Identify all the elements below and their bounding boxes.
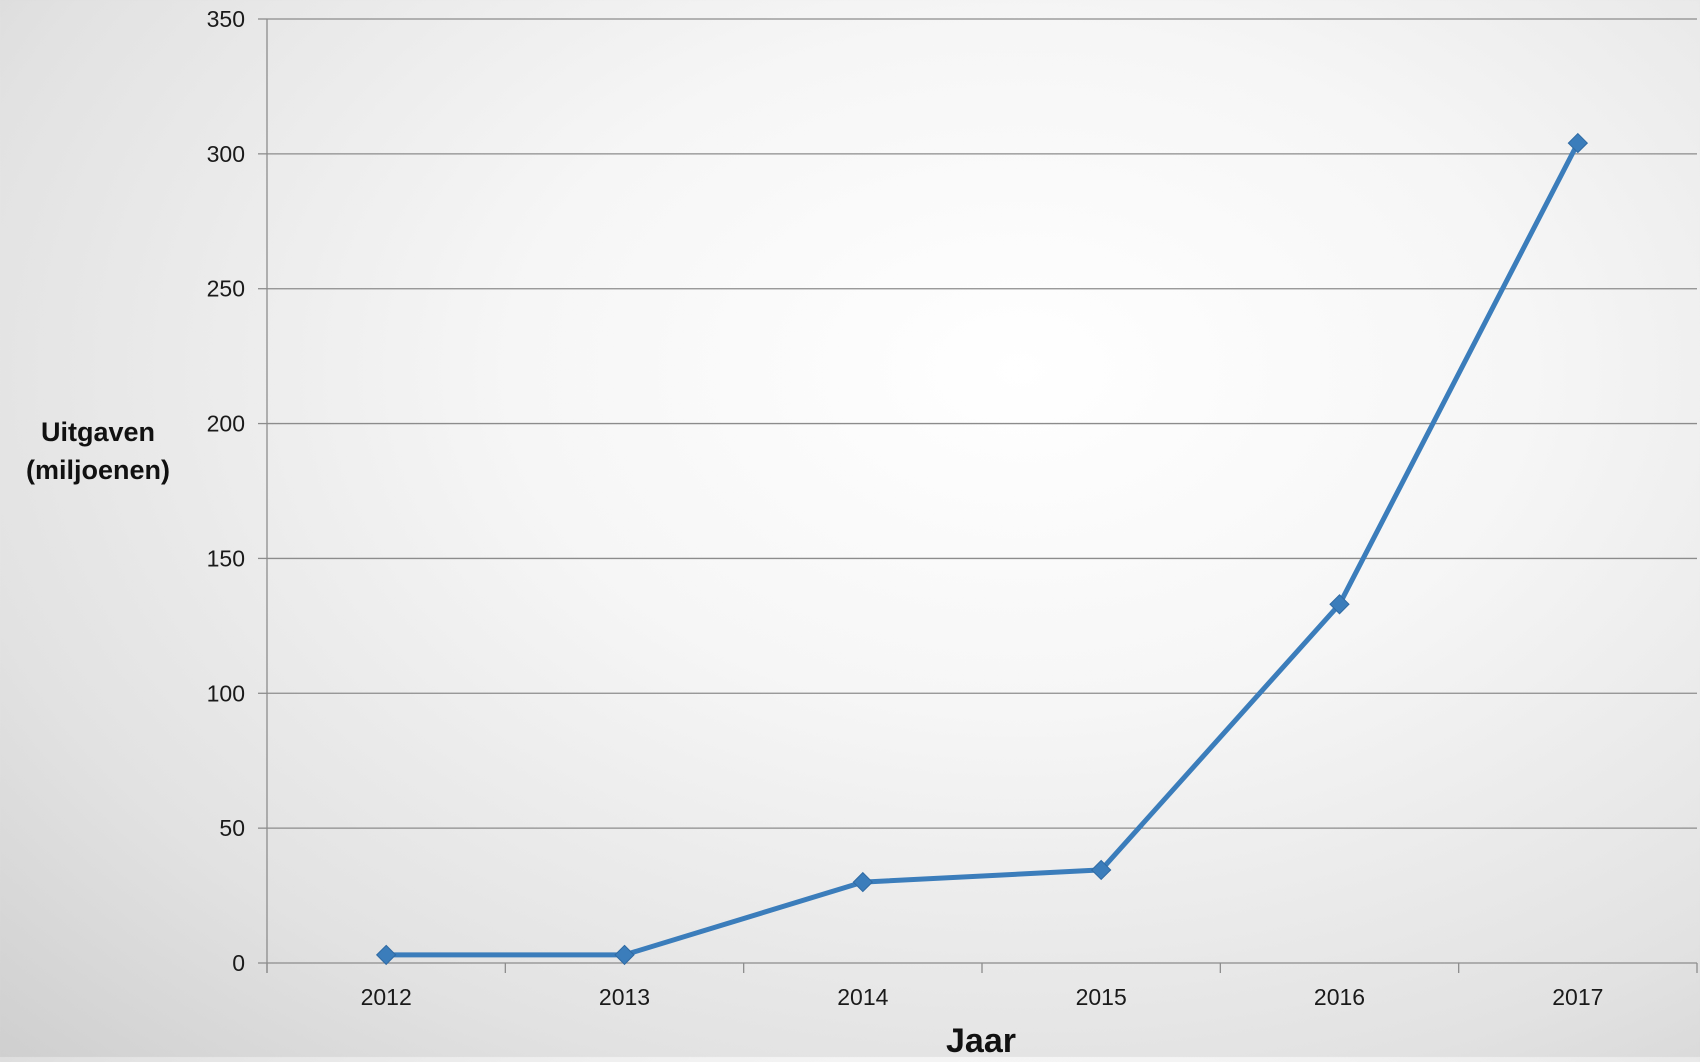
y-tick-label-150: 150 [207, 545, 245, 571]
x-tick-labels: 2012 2013 2014 2015 2016 2017 [361, 984, 1604, 1010]
y-tick-label-0: 0 [232, 950, 245, 976]
x-tick-label-2013: 2013 [599, 984, 650, 1010]
series-line-0 [383, 140, 1581, 958]
y-tick-labels: 0 50 100 150 200 250 300 350 [207, 6, 245, 976]
y-axis-title-line-1: Uitgaven [41, 417, 155, 447]
axes [258, 18, 1698, 973]
x-tick-label-2017: 2017 [1552, 984, 1603, 1010]
data-point-2015 [1090, 859, 1112, 881]
data-point-2012 [375, 944, 397, 966]
gridlines [267, 18, 1697, 829]
series [375, 132, 1589, 966]
y-tick-label-300: 300 [207, 141, 245, 167]
x-axis-title: Jaar [946, 1022, 1016, 1057]
x-tick-label-2012: 2012 [361, 984, 412, 1010]
x-tick-label-2016: 2016 [1314, 984, 1365, 1010]
y-tick-label-200: 200 [207, 411, 245, 437]
data-point-2014 [852, 871, 874, 893]
data-point-2017 [1567, 132, 1589, 154]
y-axis-title-line-2: (miljoenen) [26, 455, 170, 485]
x-tick-label-2015: 2015 [1076, 984, 1127, 1010]
y-tick-label-50: 50 [219, 815, 245, 841]
y-tick-label-350: 350 [207, 6, 245, 32]
y-tick-label-100: 100 [207, 680, 245, 706]
data-point-2013 [614, 944, 635, 966]
y-tick-label-250: 250 [207, 276, 245, 302]
data-point-2016 [1329, 594, 1350, 615]
x-tick-label-2014: 2014 [837, 984, 888, 1010]
